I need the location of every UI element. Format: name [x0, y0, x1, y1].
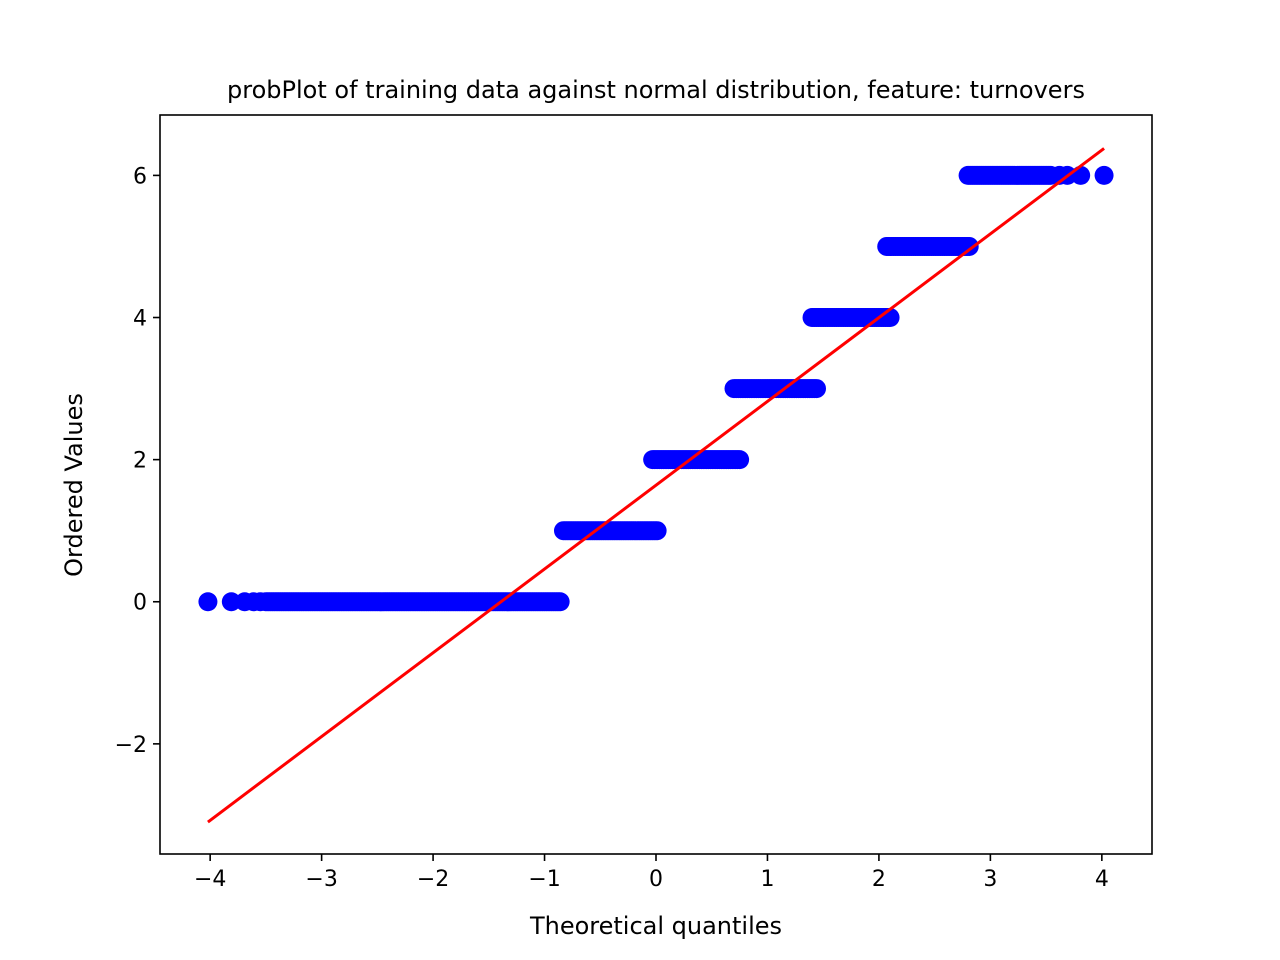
data-point	[550, 592, 570, 612]
data-point	[647, 521, 667, 541]
data-point	[959, 236, 979, 256]
data-point	[250, 592, 270, 612]
y-tick-label: 6	[133, 164, 147, 189]
data-point	[807, 379, 826, 399]
data-point	[1094, 165, 1114, 185]
x-tick-label: 3	[983, 867, 997, 892]
y-tick-label: −2	[115, 733, 147, 758]
x-tick-label: 4	[1095, 867, 1109, 892]
x-tick-label: 1	[760, 867, 774, 892]
quantile-group-0	[198, 592, 570, 612]
quantile-group-6	[958, 165, 1114, 185]
quantile-group-4	[802, 308, 900, 328]
x-tick-label: 0	[649, 867, 663, 892]
y-tick-label: 2	[133, 449, 147, 474]
chart-title: probPlot of training data against normal…	[227, 76, 1085, 104]
x-tick-label: −1	[528, 867, 560, 892]
y-tick-label: 0	[133, 591, 147, 616]
y-axis-title: Ordered Values	[60, 393, 88, 577]
quantile-group-1	[553, 521, 667, 541]
quantile-group-2	[643, 450, 750, 470]
y-tick-label: 4	[133, 307, 147, 332]
x-tick-label: −3	[305, 867, 337, 892]
x-tick-label: −4	[194, 867, 226, 892]
data-point	[1071, 165, 1091, 185]
data-point	[221, 592, 241, 612]
x-tick-label: −2	[417, 867, 449, 892]
data-point	[198, 592, 218, 612]
x-axis-title: Theoretical quantiles	[529, 912, 782, 940]
data-point	[730, 450, 750, 470]
quantile-group-5	[877, 236, 979, 256]
fit-line	[207, 147, 1105, 824]
data-layer	[198, 147, 1114, 824]
x-axis: −4 −3 −2 −1 0 1 2 3 4	[194, 854, 1109, 892]
y-axis: −2 0 2 4 6	[115, 164, 160, 758]
x-tick-label: 2	[872, 867, 886, 892]
